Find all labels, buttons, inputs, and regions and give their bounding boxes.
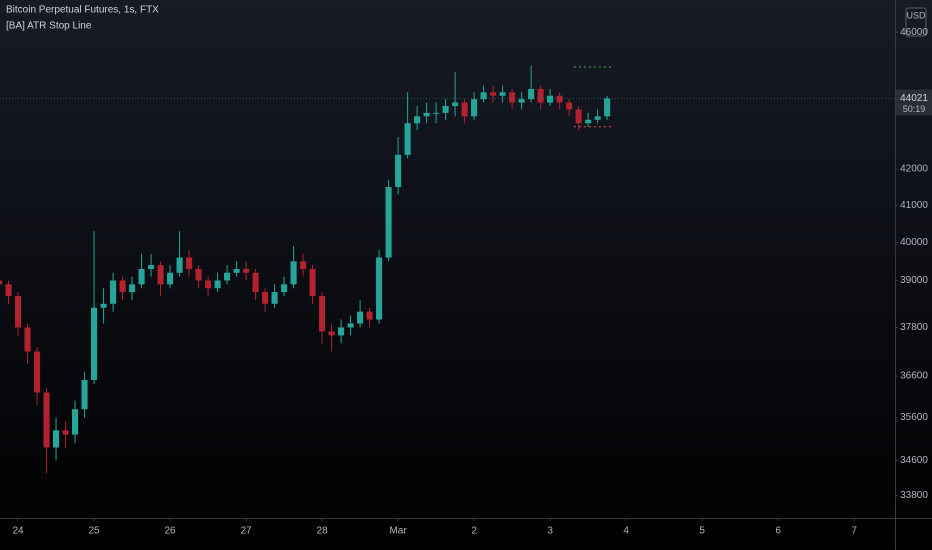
chart-title: Bitcoin Perpetual Futures, 1s, FTX [6,5,159,16]
candle-body [471,99,478,117]
currency[interactable]: USD [906,10,926,20]
candle-body [281,284,288,293]
candle-body [499,92,506,96]
y-tick-label: 42000 [900,164,928,175]
candle-body [585,119,592,124]
candle-body [357,311,364,324]
y-tick-label: 33800 [900,490,928,501]
candle-body [566,102,573,110]
candle-body [5,284,12,296]
candle-body [119,280,126,293]
candle-body [243,268,250,273]
candle-body [15,295,22,328]
candle-body [262,292,269,304]
candle-body [376,257,383,320]
candle-body [452,102,459,106]
candle-body [490,92,497,96]
candle-body [442,105,449,113]
candle-body [233,268,240,273]
x-tick-label: 7 [851,526,857,537]
candle-body [328,331,335,336]
candle-body [480,92,487,100]
currency-button[interactable] [905,7,927,37]
x-tick-label: Mar [389,526,407,537]
candle-body [461,102,468,117]
candle-body [395,154,402,188]
candle-body [290,261,297,285]
candle-body [148,265,155,269]
last-price-box [896,89,932,116]
x-tick-label: 6 [775,526,781,537]
candle-body [271,292,278,304]
candle-body [404,123,411,155]
y-tick-label: 46000 [900,27,928,38]
candle-body [594,116,601,120]
candle-body [110,280,117,304]
candle-body [62,430,69,435]
candle-body [72,409,79,435]
candle-body [138,268,145,285]
candle-body [91,307,98,381]
countdown: 50:19 [903,104,926,114]
candle-body [556,95,563,103]
candle-body [366,311,373,320]
candle-body [224,272,231,281]
candle-body [252,272,259,293]
candle-body [309,268,316,296]
candle-body [509,92,516,103]
candle-body [347,323,354,328]
x-tick-label: 27 [241,526,253,537]
candle-body [43,392,50,448]
x-tick-label: 3 [547,526,553,537]
x-tick-label: 4 [623,526,629,537]
candle-body [100,303,107,308]
x-tick-label: 5 [699,526,705,537]
y-tick-label: 35600 [900,412,928,423]
y-tick-label: 40000 [900,237,928,248]
candle-body [53,430,60,448]
x-tick-label: 26 [165,526,177,537]
candle-body [176,257,183,273]
candle-body [528,88,535,100]
candle-body [186,257,193,269]
candle-body [81,380,88,410]
candle-body [157,265,164,285]
candle-body [604,98,611,117]
candle-body [24,327,31,352]
y-tick-label: 41000 [900,200,928,211]
candle-body [34,351,41,393]
candle-body [0,280,3,285]
x-tick-label: 2 [471,526,477,537]
candle-body [547,95,554,103]
candle-body [423,112,430,117]
y-tick-label: 36600 [900,371,928,382]
candle-body [433,112,440,114]
candle-body [385,187,392,258]
x-tick-label: 28 [317,526,329,537]
y-tick-label: 34600 [900,455,928,466]
indicator-name: [BA] ATR Stop Line [6,21,92,32]
candle-body [319,295,326,332]
candle-body [300,261,307,269]
candle-body [129,284,136,293]
candle-body [205,280,212,289]
candle-body [167,272,174,285]
y-tick-label: 39000 [900,275,928,286]
candle-body [518,99,525,103]
candle-body [214,280,221,289]
y-tick-label: 37800 [900,322,928,333]
candle-body [537,88,544,103]
x-tick-label: 25 [88,526,100,537]
x-tick-label: 24 [12,526,24,537]
last-price-label: 44021 [900,93,928,104]
candle-body [195,268,202,281]
candle-body [338,327,345,336]
candle-body [575,109,582,124]
candle-body [414,116,421,124]
